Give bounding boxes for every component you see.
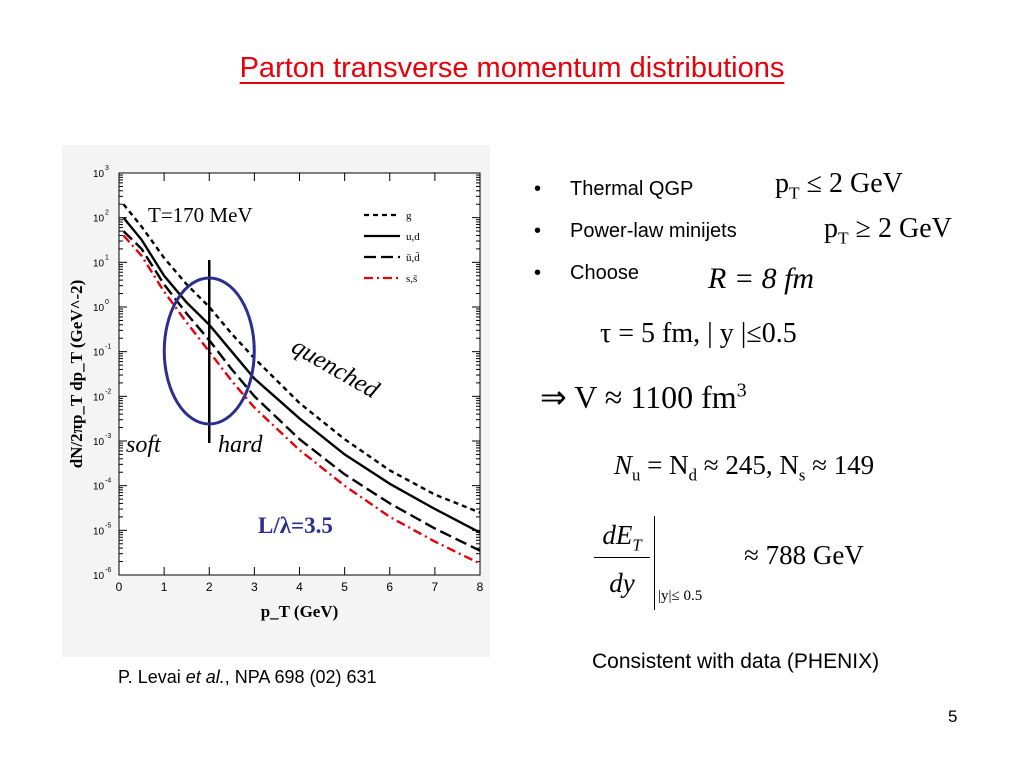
x-tick-label: 5 xyxy=(341,580,348,594)
formula-part: = N xyxy=(640,450,689,480)
y-tick-label-exp: -3 xyxy=(105,433,111,440)
y-tick-label-base: 10 xyxy=(93,526,105,537)
bullet-dot: • xyxy=(534,262,542,284)
x-tick-label: 7 xyxy=(432,580,439,594)
bullet-dot: • xyxy=(534,220,542,242)
bullet-text: Thermal QGP xyxy=(570,178,694,200)
formula-part: dE xyxy=(602,520,633,550)
legend-label: s,s̄ xyxy=(406,273,417,285)
y-tick-label-exp: 2 xyxy=(105,210,109,217)
y-tick-label-base: 10 xyxy=(93,169,105,180)
y-tick-label-exp: 3 xyxy=(105,165,109,172)
parton-pt-chart: 0 1 2 3 4 5 6 7 810310210110010-110-210-310-410-… xyxy=(67,165,484,621)
x-tick-label: 0 xyxy=(116,580,123,594)
formula-part: ⇒ V ≈ 1100 fm xyxy=(540,379,737,415)
fraction-denominator: dy xyxy=(609,568,635,598)
formula-det-value: ≈ 788 GeV xyxy=(744,540,864,570)
bullet-text: Power-law minijets xyxy=(570,220,737,242)
fraction-numerator: dET xyxy=(590,520,654,555)
y-tick-label-base: 10 xyxy=(93,437,105,448)
formula-radius: R = 8 fm xyxy=(708,262,815,295)
formula-sub: T xyxy=(789,183,800,203)
y-tick-label-exp: -5 xyxy=(105,522,111,529)
series-line-2 xyxy=(122,216,481,534)
soft-label: soft xyxy=(126,432,162,458)
formula-sub: d xyxy=(688,465,697,485)
x-axis-label: p_T (GeV) xyxy=(261,602,339,621)
legend-label: u,d xyxy=(406,231,420,243)
evaluation-bar xyxy=(654,516,655,610)
formula-particle-numbers: Nu = Nd ≈ 245, Ns ≈ 149 xyxy=(614,450,874,485)
slide-number: 5 xyxy=(948,707,958,726)
citation-et-al: et al. xyxy=(185,667,225,687)
x-tick-label: 8 xyxy=(477,580,484,594)
citation-suffix: , NPA 698 (02) 631 xyxy=(224,667,377,687)
formula-sub: s xyxy=(798,465,806,485)
formula-sub: u xyxy=(632,465,641,485)
citation-prefix: P. Levai xyxy=(118,667,186,687)
y-tick-label-exp: -2 xyxy=(105,388,111,395)
formula-part: ≥ 2 GeV xyxy=(848,213,952,244)
x-tick-label: 3 xyxy=(251,580,258,594)
bullet-text: Choose xyxy=(570,262,639,284)
y-tick-label-exp: -6 xyxy=(105,567,111,574)
formula-sub: T xyxy=(632,535,642,555)
y-tick-label-base: 10 xyxy=(93,303,105,314)
plot-area xyxy=(118,172,481,576)
formula-minijet-pt: pT ≥ 2 GeV xyxy=(824,213,952,249)
chart-panel: 0 1 2 3 4 5 6 7 8 10 3 10 2 10 1 10 0 10 -1 10 -2 10 -3 10 -4 10-… xyxy=(62,145,490,657)
temperature-label: T=170 MeV xyxy=(148,203,253,227)
y-tick-label-base: 10 xyxy=(93,571,105,582)
formula-part: p xyxy=(775,168,789,199)
y-tick-label-exp: 0 xyxy=(105,299,109,306)
hard-label: hard xyxy=(218,432,263,458)
x-tick-label: 4 xyxy=(296,580,303,594)
bullet-item: • Power-law minijets xyxy=(534,220,737,262)
y-tick-label-base: 10 xyxy=(93,258,105,269)
y-tick-label-base: 10 xyxy=(93,214,105,225)
formula-part: ≤ 2 GeV xyxy=(799,168,903,199)
bullet-item: • Choose xyxy=(534,262,737,304)
formula-part: N xyxy=(614,450,633,480)
series-line-1 xyxy=(122,203,481,514)
fraction-bar xyxy=(594,557,650,558)
bullet-list: • Thermal QGP • Power-law minijets • Choose xyxy=(534,178,737,304)
y-tick-label-exp: -4 xyxy=(105,478,111,485)
formula-sub: T xyxy=(838,228,849,248)
y-axis-label: dN/2πp_T dp_T (GeV^-2) xyxy=(67,280,86,469)
evaluation-condition: |y|≤ 0.5 xyxy=(658,588,703,604)
y-tick-label-exp: 1 xyxy=(105,254,109,261)
highlight-ellipse xyxy=(162,276,256,426)
bullet-dot: • xyxy=(534,178,542,200)
series-line-3 xyxy=(122,230,481,552)
bullet-item: • Thermal QGP xyxy=(534,178,737,220)
citation: P. Levai et al., NPA 698 (02) 631 xyxy=(118,667,377,688)
formula-tau: τ = 5 fm, | y |≤0.5 xyxy=(600,318,797,349)
y-tick-label-base: 10 xyxy=(93,482,105,493)
consistent-note: Consistent with data (PHENIX) xyxy=(592,650,880,673)
formula-part: p xyxy=(824,213,838,244)
formula-part: ≈ 149 xyxy=(805,450,875,480)
legend-label: g xyxy=(406,210,412,222)
legend-label: ū,d̄ xyxy=(406,252,420,264)
x-tick-label: 2 xyxy=(206,580,213,594)
formula-volume: ⇒ V ≈ 1100 fm3 xyxy=(540,378,747,416)
formula-part: ≈ 245, N xyxy=(697,450,799,480)
x-tick-label: 6 xyxy=(386,580,393,594)
series-line-4 xyxy=(122,234,481,565)
l-lambda-label: L/λ=3.5 xyxy=(258,513,333,538)
y-tick-label-exp: -1 xyxy=(105,344,111,351)
y-tick-label-base: 10 xyxy=(93,348,105,359)
formula-sup: 3 xyxy=(736,379,747,402)
slide-title: Parton transverse momentum distributions xyxy=(239,52,785,84)
x-tick-label: 1 xyxy=(161,580,168,594)
formula-qgp-pt: pT ≤ 2 GeV xyxy=(775,168,903,204)
y-tick-label-base: 10 xyxy=(93,392,105,403)
